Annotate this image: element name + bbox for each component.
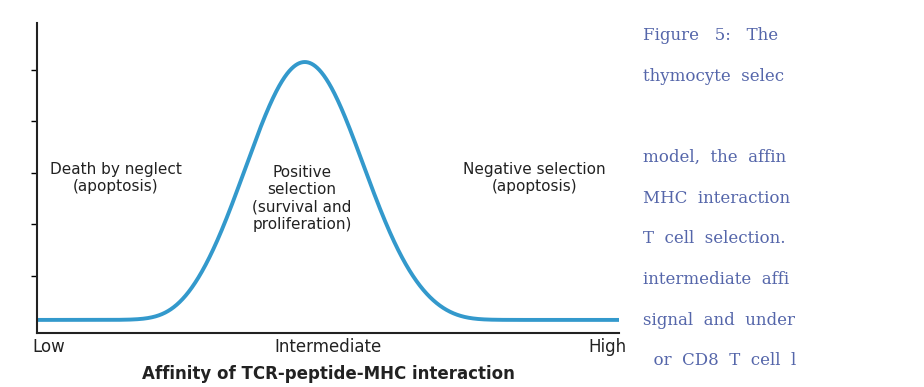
Text: signal  and  under: signal and under: [643, 312, 796, 329]
Text: or  CD8  T  cell  l: or CD8 T cell l: [643, 352, 796, 369]
Text: thymocyte  selec: thymocyte selec: [643, 68, 784, 85]
Text: T  cell  selection.: T cell selection.: [643, 230, 785, 247]
Text: Figure   5:   The: Figure 5: The: [643, 27, 778, 44]
X-axis label: Affinity of TCR-peptide-MHC interaction: Affinity of TCR-peptide-MHC interaction: [141, 365, 515, 383]
Text: Negative selection
(apoptosis): Negative selection (apoptosis): [463, 162, 606, 194]
Text: MHC  interaction: MHC interaction: [643, 190, 790, 207]
Text: Positive
selection
(survival and
proliferation): Positive selection (survival and prolife…: [252, 165, 351, 232]
Text: Death by neglect
(apoptosis): Death by neglect (apoptosis): [50, 162, 181, 194]
Text: intermediate  affi: intermediate affi: [643, 271, 789, 288]
Text: model,  the  affin: model, the affin: [643, 149, 786, 166]
